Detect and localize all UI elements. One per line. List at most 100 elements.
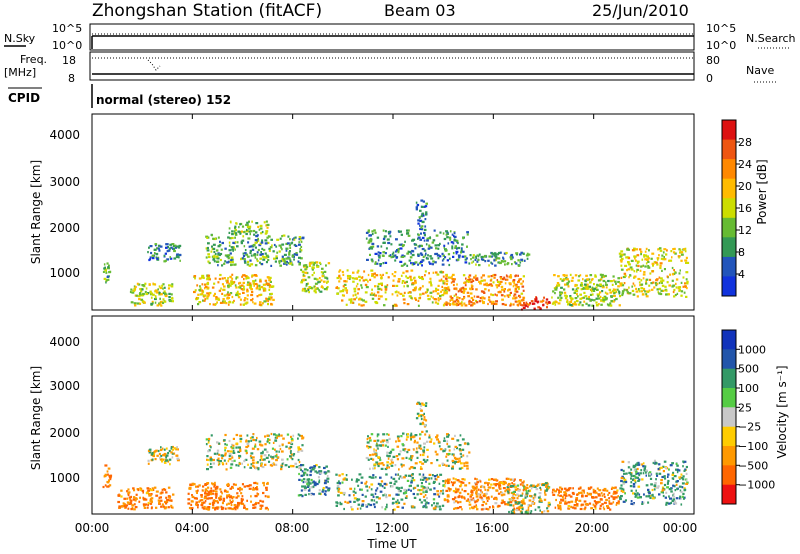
power-point-6-49	[318, 289, 320, 292]
velocity-point-7-125	[468, 451, 471, 454]
velocity-point-3-105	[252, 488, 255, 491]
power-point-7-60	[371, 297, 375, 300]
velocity-point-11-162	[579, 486, 582, 490]
velocity-point-3-230	[232, 496, 235, 499]
velocity-point-6-231	[336, 484, 340, 488]
power-point-3-225	[219, 273, 222, 277]
power-point-8-239	[374, 262, 377, 265]
power-point-8-51	[429, 255, 432, 258]
velocity-point-7-100	[365, 456, 369, 460]
power-point-7-111	[439, 297, 442, 300]
velocity-point-9-96	[473, 505, 476, 508]
power-point-14-100	[641, 258, 644, 261]
velocity-point-6-88	[420, 485, 424, 488]
power-point-1-86	[135, 294, 138, 297]
velocity-point-1-124	[164, 502, 168, 505]
power-point-7-139	[405, 280, 408, 283]
power-point-2-57	[157, 247, 160, 250]
velocity-point-11-121	[570, 500, 574, 503]
velocity-point-1-118	[148, 494, 151, 497]
velocity-point-6-167	[418, 473, 421, 476]
velocity-point-3-129	[241, 483, 244, 486]
power-point-3-64	[213, 282, 216, 285]
velocity-point-3-157	[208, 497, 212, 500]
power-point-10-228	[517, 280, 520, 284]
power-point-6-65	[325, 287, 328, 290]
power-point-14-168	[644, 290, 646, 293]
velocity-point-3-31	[213, 483, 216, 486]
power-point-8-99	[371, 230, 374, 233]
power-point-10-7	[464, 287, 467, 291]
velocity-point-1-75	[138, 500, 141, 503]
power-point-4-37	[221, 241, 224, 245]
velocity-point-9-86	[479, 493, 482, 497]
power-point-14-197	[645, 293, 648, 296]
velocity-point-3-106	[259, 507, 262, 510]
power-point-10-251	[506, 294, 509, 297]
velocity-point-11-52	[594, 496, 598, 499]
velocity-point-2-6	[171, 456, 174, 459]
velocity-point-3-217	[238, 486, 242, 490]
velocity-point-6-217	[355, 480, 359, 483]
velocity-point-7-66	[424, 460, 427, 463]
power-point-14-118	[638, 290, 641, 293]
velocity-point-7-75	[388, 466, 390, 469]
power-point-11-49	[522, 252, 525, 255]
velocity-point-9-157	[451, 484, 454, 487]
power-point-14-94	[645, 295, 649, 298]
power-point-7-21	[437, 284, 440, 287]
velocity-point-10-86	[508, 510, 510, 514]
velocity-point-6-239	[339, 502, 343, 505]
velocity-point-11-168	[568, 487, 572, 490]
power-point-8-128	[417, 254, 420, 257]
power-point-10-241	[475, 299, 478, 303]
velocity-point-5-70	[301, 479, 304, 482]
power-point-10-66	[494, 293, 497, 296]
power-ytick-1000: 1000	[49, 266, 80, 280]
velocity-point-7-80	[373, 448, 375, 451]
power-point-14-166	[647, 290, 650, 293]
power-point-7-240	[358, 279, 361, 282]
velocity-point-4-56	[252, 438, 256, 442]
power-point-7-3	[403, 285, 405, 288]
velocity-point-7-188	[379, 462, 381, 465]
power-point-6-88	[308, 262, 312, 265]
velocity-point-10-68	[520, 500, 523, 503]
power-point-13-105	[609, 302, 612, 305]
power-point-14-215	[651, 288, 654, 291]
velocity-point-6-183	[400, 476, 404, 479]
power-point-8-205	[423, 239, 426, 242]
velocity-point-1-60	[164, 500, 167, 503]
velocity-point-3-223	[253, 481, 256, 485]
velocity-point-3-45	[219, 495, 223, 498]
velocity-point-6-251	[351, 508, 354, 511]
power-point-7-222	[417, 299, 420, 302]
power-point-10-159	[482, 301, 485, 305]
power-point-13-114	[606, 303, 609, 306]
velocity-point-3-63	[234, 508, 237, 511]
velocity-point-9-155	[451, 498, 455, 501]
velocity-point-10-95	[515, 509, 519, 512]
power-point-14-14	[684, 282, 687, 285]
power-point-4-49	[280, 246, 283, 249]
velocity-point-1-117	[129, 501, 132, 504]
nsky-label: N.Sky	[4, 32, 36, 45]
power-point-8-170	[419, 260, 423, 263]
velocity-point-3-174	[204, 488, 207, 491]
power-point-14-105	[637, 264, 640, 268]
velocity-point-10-136	[518, 501, 521, 504]
velocity-point-11-65	[599, 504, 602, 507]
power-point-3-33	[198, 301, 202, 304]
velocity-point-12-37	[672, 492, 675, 495]
velocity-point-5-88	[306, 473, 309, 477]
velocity-point-8-14	[416, 402, 419, 405]
velocity-point-10-128	[517, 489, 521, 492]
power-point-8-85	[395, 238, 398, 241]
power-point-4-174	[217, 236, 220, 239]
velocity-point-9-220	[468, 482, 471, 485]
velocity-point-12-222	[685, 482, 689, 485]
power-point-4-18	[300, 257, 303, 260]
power-point-7-6	[344, 287, 347, 290]
power-point-1-33	[131, 291, 135, 294]
power-point-10-73	[492, 302, 496, 305]
